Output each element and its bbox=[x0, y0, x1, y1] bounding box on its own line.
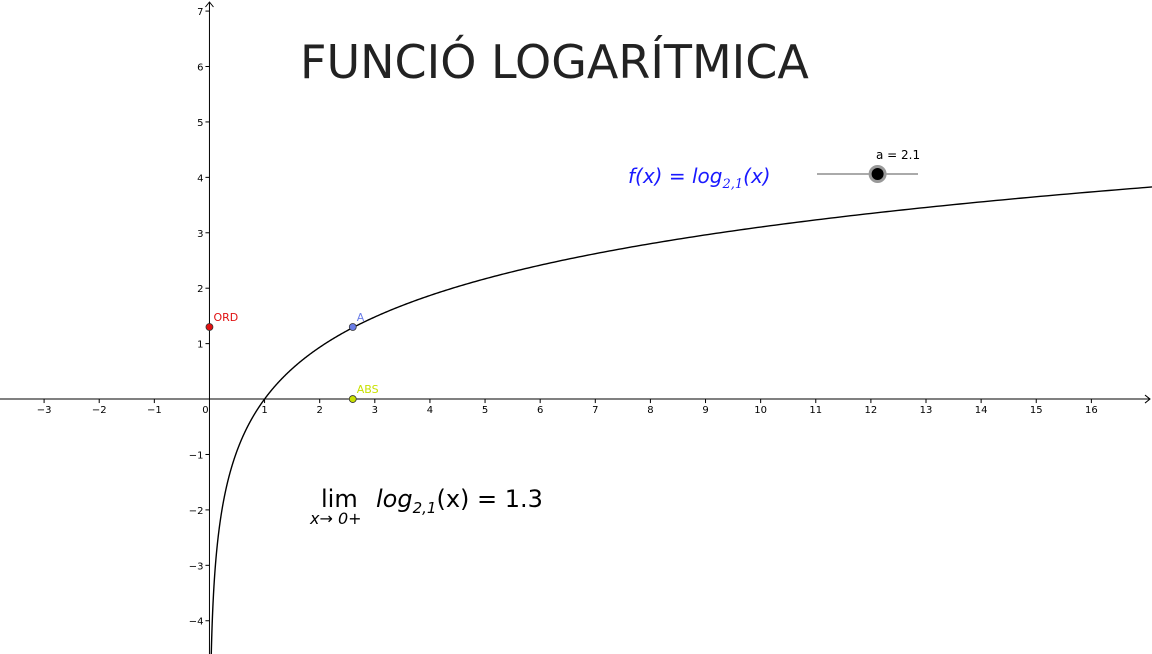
y-tick-label: −1 bbox=[189, 450, 204, 461]
x-tick-label: −3 bbox=[37, 405, 52, 416]
x-tick-label: −2 bbox=[92, 405, 107, 416]
limit-expr-subscript: 2,1 bbox=[413, 499, 437, 517]
x-tick-label: 11 bbox=[809, 405, 822, 416]
y-tick-label: −4 bbox=[189, 617, 204, 628]
limit-expression: lim x→ 0+ log2,1(x) = 1.3 bbox=[309, 485, 543, 528]
point-ord[interactable]: ORD bbox=[205, 311, 238, 331]
y-tick-label: 5 bbox=[197, 118, 203, 129]
x-tick-label: 16 bbox=[1085, 405, 1098, 416]
points-layer: ORD A ABS bbox=[205, 311, 379, 403]
y-tick-label: 4 bbox=[197, 173, 203, 184]
x-tick-label: 12 bbox=[865, 405, 878, 416]
point-marker[interactable] bbox=[205, 323, 214, 331]
x-tick-label: 0 bbox=[202, 405, 208, 416]
x-tick-label: 7 bbox=[592, 405, 598, 416]
x-tick-label: 9 bbox=[702, 405, 708, 416]
limit-expression-text: log2,1(x) = 1.3 bbox=[376, 485, 543, 517]
axis-ticks: −3 −2 −1 0 1 2 3 4 5 6 7 8 9 10 11 12 13 14 15 16−4−3−2−112… bbox=[37, 7, 1098, 628]
x-tick-label: 5 bbox=[482, 405, 488, 416]
page-title: FUNCIÓ LOGARÍTMICA bbox=[300, 35, 809, 89]
y-tick-label: 1 bbox=[197, 340, 203, 351]
point-a[interactable]: A bbox=[348, 311, 365, 331]
function-label-subscript: 2,1 bbox=[721, 177, 743, 192]
y-axis-arrow bbox=[205, 1, 214, 8]
x-axis-arrow bbox=[1144, 394, 1151, 404]
point-marker[interactable] bbox=[348, 395, 357, 403]
limit-expr-prefix: log bbox=[376, 485, 413, 513]
x-tick-label: 13 bbox=[920, 405, 933, 416]
x-tick-label: 4 bbox=[427, 405, 433, 416]
y-tick-label: 3 bbox=[197, 229, 203, 240]
y-tick-label: 6 bbox=[197, 63, 203, 74]
base-slider[interactable]: a = 2.1 bbox=[817, 148, 920, 183]
x-tick-label: −1 bbox=[147, 405, 162, 416]
x-tick-label: 3 bbox=[372, 405, 378, 416]
function-curve[interactable] bbox=[210, 186, 1152, 654]
y-tick-label: 7 bbox=[197, 7, 203, 18]
limit-under: x→ 0+ bbox=[309, 509, 362, 528]
point-marker[interactable] bbox=[348, 323, 357, 331]
point-label: A bbox=[357, 311, 365, 324]
y-tick-label: −2 bbox=[189, 506, 204, 517]
function-curve-layer bbox=[210, 186, 1152, 654]
x-tick-label: 2 bbox=[317, 405, 323, 416]
point-label: ORD bbox=[213, 311, 238, 324]
function-label-prefix: f(x) = log bbox=[628, 164, 722, 188]
y-tick-label: 2 bbox=[197, 284, 203, 295]
point-label: ABS bbox=[357, 383, 379, 396]
x-tick-label: 8 bbox=[647, 405, 653, 416]
x-tick-label: 15 bbox=[1030, 405, 1043, 416]
slider-label: a = 2.1 bbox=[876, 148, 920, 162]
limit-operator: lim bbox=[321, 485, 358, 513]
x-tick-label: 10 bbox=[754, 405, 767, 416]
y-tick-label: −3 bbox=[189, 561, 204, 572]
limit-expr-suffix: (x) = 1.3 bbox=[436, 485, 542, 513]
x-tick-label: 1 bbox=[261, 405, 267, 416]
x-tick-label: 6 bbox=[537, 405, 543, 416]
x-tick-label: 14 bbox=[975, 405, 988, 416]
function-label-suffix: (x) bbox=[743, 164, 770, 188]
point-abs[interactable]: ABS bbox=[348, 383, 379, 403]
slider-knob[interactable] bbox=[871, 168, 884, 180]
function-label: f(x) = log2,1(x) bbox=[628, 164, 771, 192]
